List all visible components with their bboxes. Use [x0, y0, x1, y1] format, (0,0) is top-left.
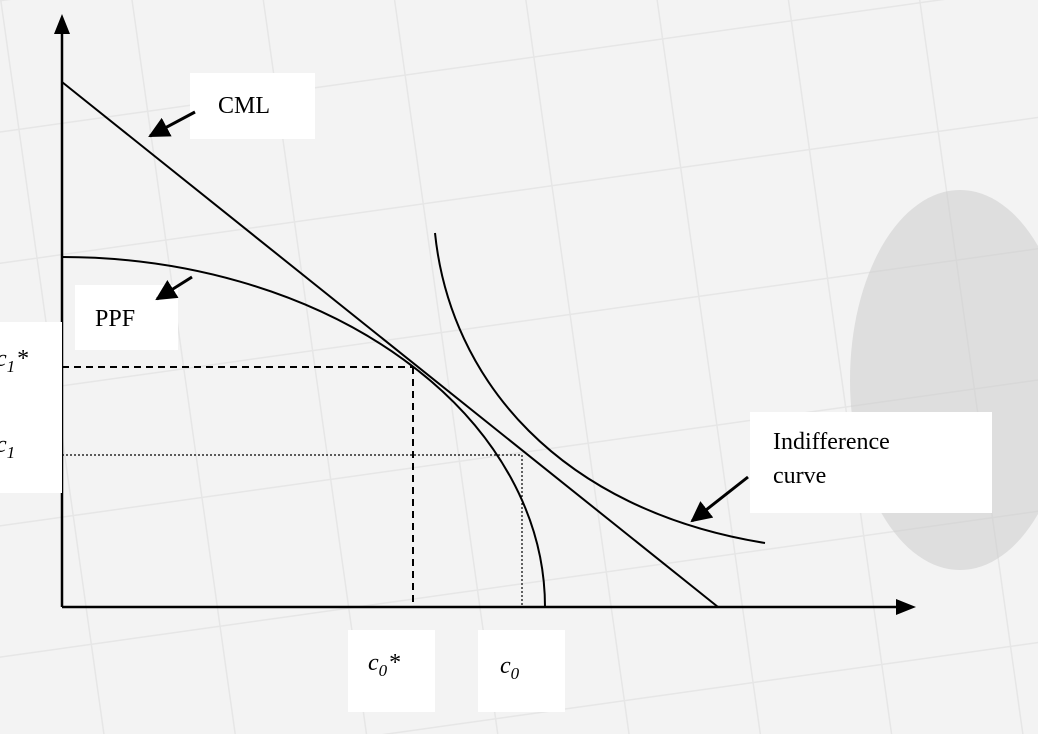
axes: [60, 30, 900, 609]
subscript: 0: [511, 664, 520, 683]
c0-star-label: c0*: [368, 650, 401, 680]
indifference-curve: [434, 232, 766, 544]
symbol: c: [500, 653, 511, 679]
x-axis-arrow: [896, 599, 916, 615]
c1-label: c1: [0, 432, 15, 462]
c0-label: c0: [500, 653, 520, 683]
indifference-label-line: curve: [773, 463, 826, 489]
cml-label: CML: [218, 93, 270, 119]
suffix: *: [389, 650, 401, 676]
ppf-label: PPF: [95, 306, 135, 332]
subscript: 1: [7, 443, 16, 462]
consumption-guides: [62, 454, 523, 607]
symbol: c: [0, 432, 7, 458]
subscript: 0: [379, 661, 388, 680]
subscript: 1: [7, 357, 16, 376]
cml-line: [61, 81, 719, 608]
pointer-arrows: [148, 110, 749, 523]
symbol: c: [368, 650, 379, 676]
indifference-label-line: Indifference: [773, 429, 890, 455]
suffix: *: [17, 346, 29, 372]
optimum-guides: [62, 366, 414, 607]
c1-star-label: c1*: [0, 346, 29, 376]
label-boxes: [0, 73, 992, 712]
ppf-curve: [61, 256, 546, 608]
symbol: c: [0, 346, 7, 372]
y-axis-arrow: [54, 14, 70, 34]
